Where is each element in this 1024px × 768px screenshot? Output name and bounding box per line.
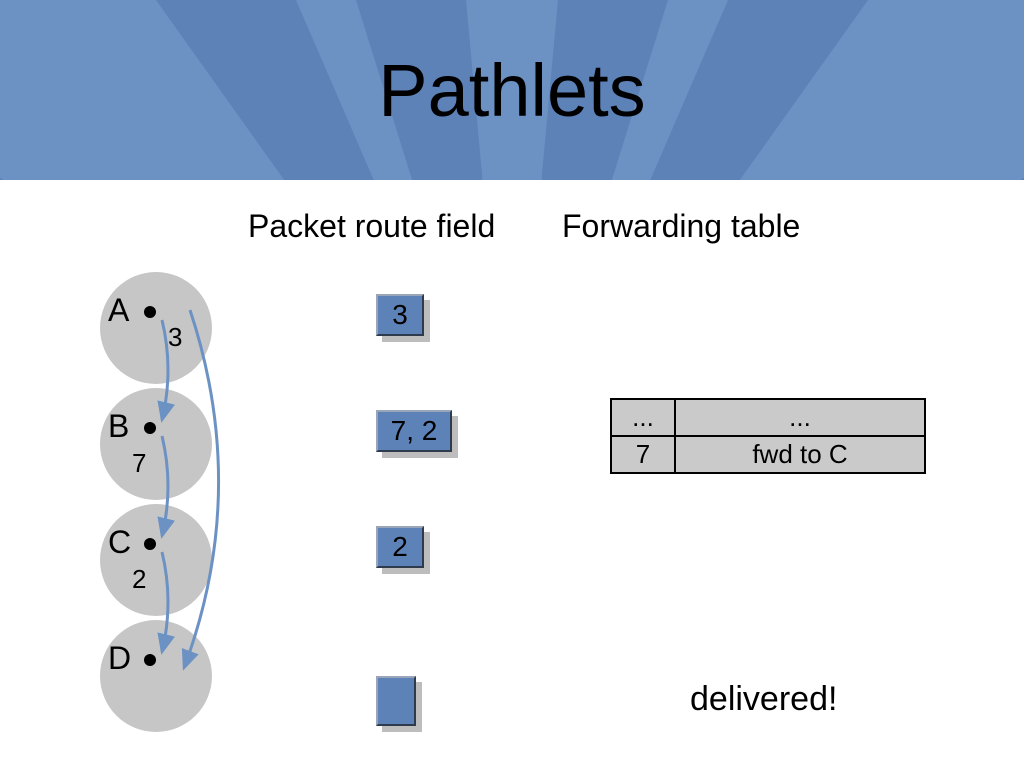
packet-box-d	[376, 676, 416, 726]
fwd-val: ...	[675, 399, 925, 436]
node-dot	[144, 422, 156, 434]
edge-label-a: 3	[168, 322, 182, 353]
slide-header: Pathlets	[0, 0, 1024, 180]
edge-label-b: 7	[132, 448, 146, 479]
slide-title: Pathlets	[378, 48, 645, 133]
fwd-val: fwd to C	[675, 436, 925, 473]
forwarding-table: ... ... 7 fwd to C	[610, 398, 926, 474]
fwd-key: ...	[611, 399, 675, 436]
column-header-packet: Packet route field	[248, 208, 495, 245]
node-label-d: D	[108, 640, 131, 677]
node-label-b: B	[108, 408, 129, 445]
edge-label-c: 2	[132, 564, 146, 595]
column-header-forwarding: Forwarding table	[562, 208, 800, 245]
node-label-c: C	[108, 524, 131, 561]
node-dot	[144, 538, 156, 550]
packet-box-a: 3	[376, 294, 424, 336]
table-row: ... ...	[611, 399, 925, 436]
table-row: 7 fwd to C	[611, 436, 925, 473]
node-dot	[144, 306, 156, 318]
packet-box-c: 2	[376, 526, 424, 568]
fwd-key: 7	[611, 436, 675, 473]
node-label-a: A	[108, 292, 129, 329]
packet-box-b: 7, 2	[376, 410, 452, 452]
node-dot	[144, 654, 156, 666]
delivered-text: delivered!	[690, 680, 837, 719]
